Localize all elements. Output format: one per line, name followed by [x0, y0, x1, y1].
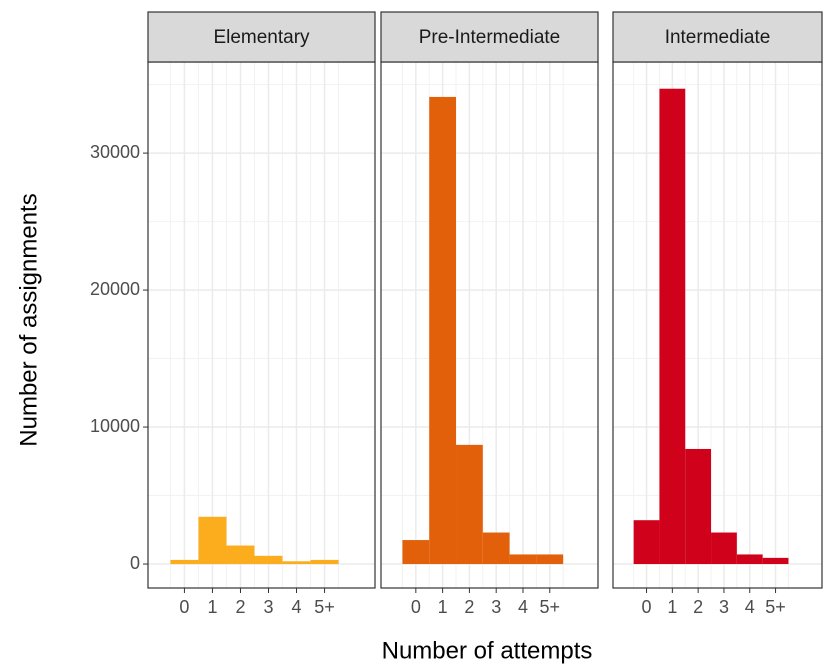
strip-label: Elementary	[213, 27, 310, 48]
x-tick-label: 0	[179, 597, 189, 617]
bar	[659, 88, 686, 565]
x-tick-label: 0	[411, 597, 421, 617]
x-tick-label: 3	[719, 597, 729, 617]
bar	[282, 561, 311, 565]
bar	[170, 559, 199, 565]
x-tick-label: 2	[235, 597, 245, 617]
bar	[254, 555, 283, 565]
x-tick-label: 3	[491, 597, 501, 617]
y-tick-label: 0	[130, 553, 140, 573]
strip	[612, 11, 823, 63]
bar	[711, 532, 737, 565]
y-tick-label: 10000	[90, 416, 140, 436]
strip	[147, 11, 376, 63]
x-tick-label: 2	[693, 597, 703, 617]
x-tick-label: 3	[263, 597, 273, 617]
x-tick-label: 4	[745, 597, 755, 617]
x-tick-label: 1	[667, 597, 677, 617]
bar	[633, 520, 660, 565]
x-tick-label: 1	[207, 597, 217, 617]
strip-label: Intermediate	[665, 27, 771, 48]
bar	[685, 448, 712, 565]
x-tick-label: 4	[518, 597, 528, 617]
bar	[429, 96, 457, 565]
x-tick-label: 1	[438, 597, 448, 617]
bar	[509, 554, 537, 565]
bar	[536, 554, 564, 565]
bar	[736, 554, 763, 565]
strip-label: Pre-Intermediate	[419, 27, 561, 48]
bar	[310, 559, 339, 565]
y-tick-label: 20000	[90, 279, 140, 299]
x-tick-label: 2	[464, 597, 474, 617]
x-tick-label: 5+	[314, 597, 335, 617]
bar	[762, 557, 789, 565]
x-tick-label: 4	[292, 597, 302, 617]
x-axis-title: Number of attempts	[382, 637, 593, 664]
bar	[482, 532, 510, 565]
bar	[226, 545, 255, 565]
bar	[402, 540, 430, 565]
x-tick-label: 5+	[540, 597, 561, 617]
y-tick-label: 30000	[90, 142, 140, 162]
panel-background	[613, 62, 822, 588]
y-axis-title: Number of assignments	[15, 193, 42, 446]
panel-background	[381, 62, 598, 588]
x-tick-label: 0	[642, 597, 652, 617]
bar	[198, 516, 227, 565]
x-tick-label: 5+	[765, 597, 786, 617]
panel-background	[148, 62, 375, 588]
strip	[380, 11, 599, 63]
bar	[456, 444, 483, 565]
